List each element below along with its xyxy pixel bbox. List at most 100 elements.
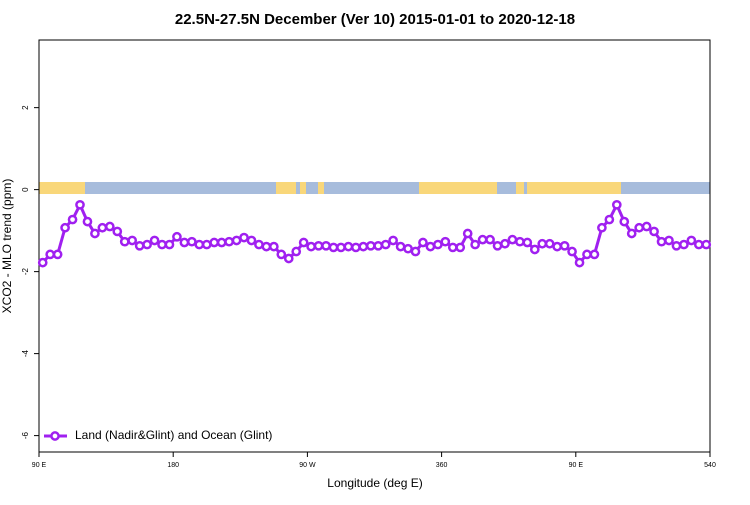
data-point xyxy=(254,239,264,250)
data-point xyxy=(626,228,637,239)
data-point xyxy=(283,253,294,264)
x-tick-label: 90 W xyxy=(299,462,316,469)
data-point xyxy=(186,236,197,247)
data-point xyxy=(216,237,227,248)
data-point xyxy=(559,240,570,251)
data-point xyxy=(306,241,316,252)
data-point xyxy=(261,241,272,252)
data-point xyxy=(336,242,346,253)
data-point xyxy=(134,240,145,251)
y-tick-label: 0 xyxy=(21,187,30,192)
data-point xyxy=(246,235,257,246)
data-point xyxy=(358,241,369,252)
x-axis-label: Longitude (deg E) xyxy=(327,476,422,490)
data-point xyxy=(373,240,384,251)
data-point xyxy=(403,243,413,254)
data-point xyxy=(649,226,659,237)
data-point xyxy=(544,238,555,249)
data-point xyxy=(433,239,443,250)
data-point xyxy=(328,242,339,253)
y-tick-label: -6 xyxy=(21,432,30,440)
data-point xyxy=(455,242,466,253)
y-axis-label: XCO2 - MLO trend (ppm) xyxy=(0,179,14,314)
data-point xyxy=(492,240,503,251)
data-point xyxy=(52,249,63,260)
data-point xyxy=(537,238,548,249)
x-tick-label: 540 xyxy=(704,462,716,469)
data-point xyxy=(418,237,428,248)
data-point xyxy=(388,235,398,246)
data-point xyxy=(410,246,421,257)
x-tick-label: 180 xyxy=(167,462,179,469)
data-point xyxy=(97,222,108,233)
y-tick-label: -2 xyxy=(21,268,30,276)
data-point xyxy=(641,221,652,232)
data-point xyxy=(380,239,391,250)
series-line xyxy=(41,201,707,266)
data-point xyxy=(343,241,354,252)
data-point xyxy=(701,239,712,250)
data-point xyxy=(425,241,436,252)
data-point xyxy=(90,228,100,239)
data-point xyxy=(313,240,324,251)
data-point xyxy=(686,235,697,246)
data-point xyxy=(611,199,622,210)
data-point xyxy=(477,234,488,245)
data-point xyxy=(164,239,175,250)
data-point xyxy=(634,222,645,233)
data-point xyxy=(582,249,592,260)
data-point xyxy=(231,235,242,246)
data-point xyxy=(447,242,458,253)
data-point xyxy=(45,249,56,260)
data-point xyxy=(619,216,630,227)
data-point xyxy=(60,222,70,233)
data-point xyxy=(119,236,130,247)
data-point xyxy=(365,240,376,251)
data-point xyxy=(269,241,279,252)
data-point xyxy=(604,214,615,225)
data-point xyxy=(75,199,85,210)
data-point xyxy=(239,232,249,243)
data-point xyxy=(552,241,563,252)
data-point xyxy=(321,240,331,251)
legend-marker xyxy=(50,431,60,441)
data-point xyxy=(589,249,600,260)
data-point xyxy=(67,214,78,225)
y-tick-label: 2 xyxy=(21,105,30,110)
y-tick-label: -4 xyxy=(21,350,30,358)
data-point xyxy=(37,257,48,268)
data-point xyxy=(201,239,212,250)
data-point xyxy=(149,235,160,246)
x-tick-label: 90 E xyxy=(32,462,47,469)
data-point xyxy=(529,244,540,255)
data-point xyxy=(567,246,577,257)
data-point xyxy=(142,239,152,250)
data-point xyxy=(224,236,234,247)
data-point xyxy=(597,222,607,233)
data-point xyxy=(395,241,406,252)
x-tick-label: 90 E xyxy=(569,462,584,469)
data-point xyxy=(298,237,309,248)
data-point xyxy=(515,236,525,247)
data-point xyxy=(671,240,682,251)
data-point xyxy=(507,234,518,245)
land-ocean-band xyxy=(39,182,710,194)
data-point xyxy=(194,239,205,250)
data-point xyxy=(291,246,302,257)
data-point xyxy=(656,236,667,247)
data-point xyxy=(209,237,220,248)
data-point xyxy=(485,234,495,245)
x-tick-label: 360 xyxy=(436,462,448,469)
data-point xyxy=(276,249,287,260)
chart-title: 22.5N-27.5N December (Ver 10) 2015-01-01… xyxy=(175,11,575,28)
data-point xyxy=(351,242,361,253)
data-point xyxy=(679,239,689,250)
data-point xyxy=(522,237,533,248)
data-point xyxy=(157,239,167,250)
data-point xyxy=(574,257,585,268)
data-point xyxy=(127,235,138,246)
data-point xyxy=(179,237,190,248)
data-point xyxy=(470,239,480,250)
data-point xyxy=(500,238,510,249)
